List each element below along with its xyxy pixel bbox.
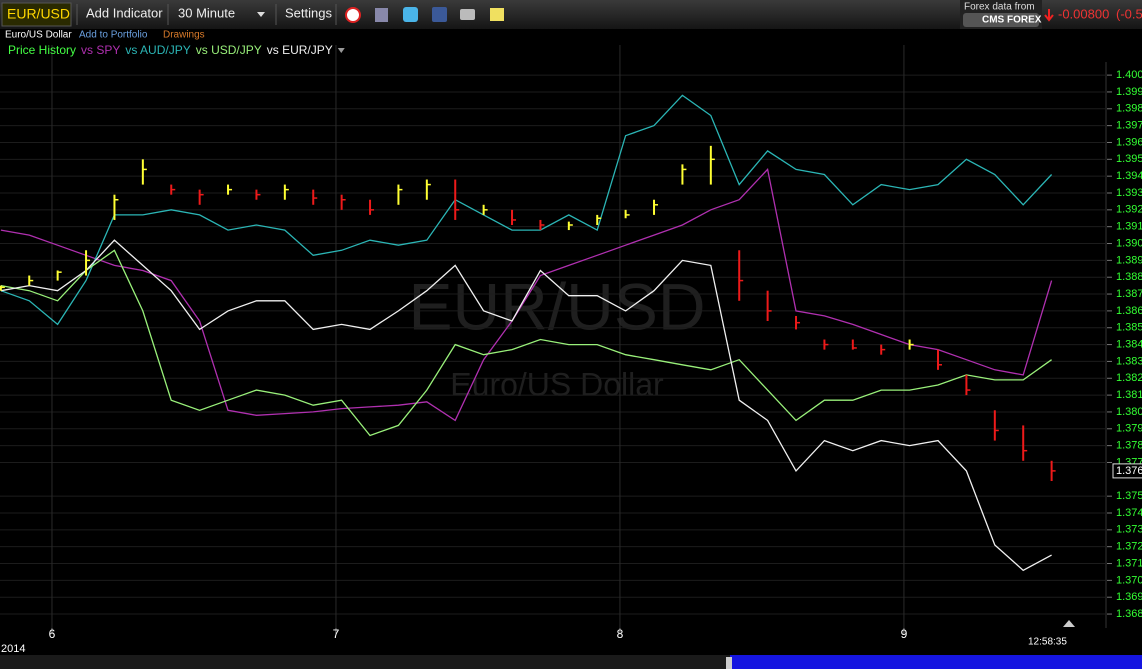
y-tick-label: 1.388 bbox=[1116, 271, 1142, 283]
source-label: Forex data from bbox=[964, 2, 1035, 13]
interval[interactable]: 30 Minute bbox=[178, 5, 235, 20]
grid bbox=[0, 45, 1105, 630]
y-tick-label: 1.391 bbox=[1116, 221, 1142, 233]
y-tick-label: 1.372 bbox=[1116, 541, 1142, 553]
instrument-name: Euro/US Dollar bbox=[5, 30, 72, 41]
navigator-window[interactable] bbox=[730, 655, 1142, 669]
compare-line bbox=[0, 249, 1052, 437]
y-tick-label: 1.396 bbox=[1116, 136, 1142, 148]
y-tick-label: 1.382 bbox=[1116, 372, 1142, 384]
y-tick-label: 1.399 bbox=[1116, 86, 1142, 98]
y-tick-label: 1.370 bbox=[1116, 574, 1142, 586]
y-tick-label: 1.373 bbox=[1116, 524, 1142, 536]
legend-entry[interactable]: vs AUD/JPY bbox=[125, 43, 190, 57]
scroll-up[interactable] bbox=[1063, 620, 1075, 627]
y-tick-label: 1.398 bbox=[1116, 103, 1142, 115]
y-tick-label: 1.378 bbox=[1116, 440, 1142, 452]
y-tick-label: 1.383 bbox=[1116, 355, 1142, 367]
y-tick-label: 1.387 bbox=[1116, 288, 1142, 300]
legend-entry[interactable]: vs EUR/JPY bbox=[267, 43, 333, 57]
navigator-handle[interactable] bbox=[726, 657, 732, 669]
change: -0.00800 bbox=[1058, 6, 1109, 21]
y-tick-label: 1.397 bbox=[1116, 120, 1142, 132]
legend-entry[interactable]: vs SPY bbox=[81, 43, 120, 57]
y-tick-label: 1.394 bbox=[1116, 170, 1142, 182]
y-tick-label: 1.380 bbox=[1116, 406, 1142, 418]
legend-dropdown[interactable] bbox=[337, 48, 345, 53]
axes: 1.400 1.399 1.398 1.397 1.396 1.395 1.394 1.393… bbox=[49, 62, 1142, 641]
time-label: 12:58:35 bbox=[1028, 637, 1067, 648]
y-tick-label: 1.379 bbox=[1116, 423, 1142, 435]
sticky-note-icon[interactable] bbox=[490, 8, 504, 21]
compare-line bbox=[0, 239, 1052, 572]
add-to-portfolio[interactable]: Add to Portfolio bbox=[79, 30, 148, 41]
y-tick-label: 1.389 bbox=[1116, 254, 1142, 266]
camera-icon[interactable] bbox=[460, 9, 475, 20]
y-tick-label: 1.393 bbox=[1116, 187, 1142, 199]
dropdown-arrow[interactable] bbox=[257, 12, 265, 17]
add-indicator[interactable]: Add Indicator bbox=[86, 5, 163, 20]
notes-icon[interactable] bbox=[375, 8, 388, 22]
source[interactable]: CMS FOREX bbox=[982, 15, 1042, 26]
drawings[interactable]: Drawings bbox=[163, 30, 205, 41]
compare-line bbox=[0, 168, 1053, 422]
y-tick-label: 1.371 bbox=[1116, 557, 1142, 569]
y-tick-label: 1.381 bbox=[1116, 389, 1142, 401]
facebook-icon[interactable] bbox=[432, 7, 447, 22]
legend-entry[interactable]: Price History bbox=[8, 43, 76, 57]
y-tick-label: 1.374 bbox=[1116, 507, 1142, 519]
watermark: EUR/USD bbox=[408, 269, 705, 343]
x-tick-label: 8 bbox=[617, 627, 624, 641]
symbol[interactable]: EUR/USD bbox=[7, 6, 70, 22]
source-logo[interactable] bbox=[963, 13, 1039, 27]
y-tick-label: 1.369 bbox=[1116, 591, 1142, 603]
down-arrow bbox=[1044, 9, 1054, 22]
last-price-box bbox=[1112, 463, 1142, 479]
x-tick-label: 9 bbox=[901, 627, 908, 641]
toolbar bbox=[0, 0, 1142, 29]
y-tick-label: 1.385 bbox=[1116, 322, 1142, 334]
legend: Price History vs SPY vs AUD/JPY vs USD/JPY v… bbox=[8, 43, 345, 57]
y-tick-label: 1.384 bbox=[1116, 338, 1142, 350]
y-tick-label: 1.400 bbox=[1116, 69, 1142, 81]
watermark-subtitle: Euro/US Dollar bbox=[450, 366, 664, 402]
last-price-label: 1.376 bbox=[1116, 465, 1142, 477]
settings[interactable]: Settings bbox=[285, 5, 332, 20]
symbol-box[interactable] bbox=[1, 2, 72, 27]
year-label: 2014 bbox=[1, 643, 25, 655]
plot-area bbox=[0, 94, 1056, 572]
change-percent: (-0.5 bbox=[1116, 6, 1142, 21]
x-tick-label: 7 bbox=[333, 627, 340, 641]
y-tick-label: 1.386 bbox=[1116, 305, 1142, 317]
y-tick-label: 1.368 bbox=[1116, 608, 1142, 620]
y-tick-label: 1.390 bbox=[1116, 237, 1142, 249]
compare-line bbox=[0, 94, 1053, 326]
x-tick-label: 6 bbox=[49, 627, 56, 641]
y-tick-label: 1.375 bbox=[1116, 490, 1142, 502]
legend-entry[interactable]: vs USD/JPY bbox=[196, 43, 262, 57]
twitter-icon[interactable] bbox=[403, 7, 418, 22]
y-tick-label: 1.392 bbox=[1116, 204, 1142, 216]
alert-icon[interactable] bbox=[345, 7, 361, 23]
y-tick-label: 1.395 bbox=[1116, 153, 1142, 165]
